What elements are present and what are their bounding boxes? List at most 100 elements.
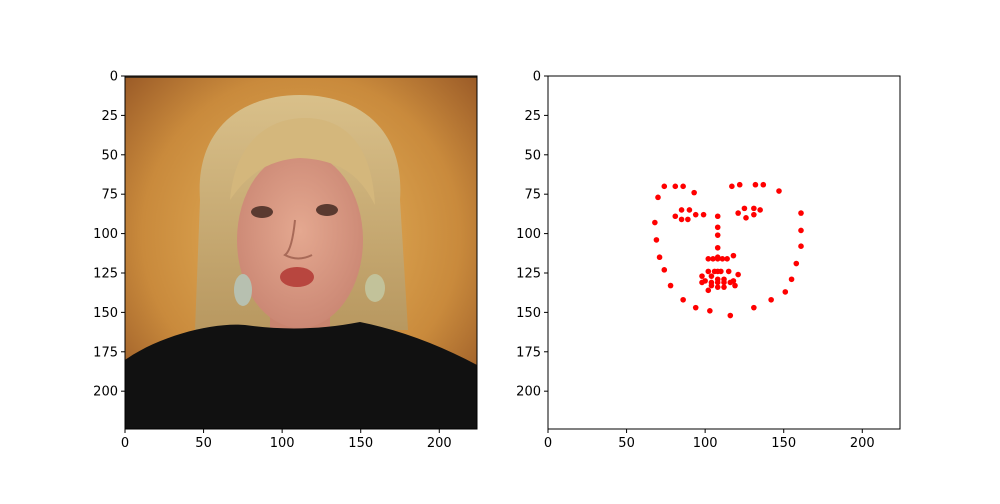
portrait-image — [125, 76, 477, 429]
landmark-point — [700, 211, 707, 218]
landmark-point — [782, 289, 789, 295]
landmark-point — [661, 267, 668, 273]
landmark-point — [730, 278, 737, 284]
landmark-point — [678, 207, 685, 213]
landmark-point — [719, 256, 726, 262]
landmark-point — [721, 284, 727, 290]
right-x-tick-label: 150 — [771, 436, 796, 451]
landmark-point — [707, 308, 713, 314]
landmark-point — [732, 282, 738, 289]
left-y-tick-label: 25 — [101, 109, 118, 124]
left-y-tick-label: 75 — [101, 188, 118, 203]
landmark-panel: 0 50 100 150 200 0 25 50 75 100 125 150 175 200 — [516, 70, 901, 451]
landmark-point — [768, 296, 774, 303]
landmark-point — [730, 252, 737, 259]
left-x-tick-label: 50 — [195, 436, 212, 451]
landmark-point — [672, 183, 679, 190]
landmark-point — [680, 296, 686, 303]
landmark-point — [798, 243, 804, 249]
landmark-point — [691, 189, 697, 196]
landmark-point — [686, 207, 693, 213]
right-y-tick-label: 125 — [516, 266, 541, 281]
left-y-tick-label: 175 — [93, 345, 118, 360]
left-x-tick-label: 100 — [270, 436, 295, 451]
left-x-tick-label: 200 — [427, 436, 452, 451]
landmark-point — [652, 219, 658, 226]
right-y-tick-label: 75 — [524, 188, 541, 203]
landmark-point — [752, 181, 759, 188]
landmark-point — [714, 244, 721, 251]
landmark-point — [714, 279, 721, 286]
right-y-tick-label: 100 — [516, 227, 541, 242]
landmark-point — [751, 211, 757, 218]
landmark-points — [652, 181, 804, 319]
left-axes-frame — [124, 75, 478, 430]
left-y-axis: 0 25 50 75 100 125 150 175 200 — [93, 70, 125, 400]
landmark-point — [718, 268, 724, 275]
left-y-tick-label: 0 — [110, 70, 118, 85]
left-x-tick-label: 0 — [121, 436, 129, 451]
landmark-point — [735, 271, 741, 278]
landmark-point — [656, 254, 663, 261]
landmark-point — [798, 227, 804, 234]
landmark-point — [661, 183, 668, 190]
landmark-point — [741, 205, 748, 212]
right-y-tick-label: 0 — [533, 70, 541, 85]
landmark-point — [653, 237, 660, 243]
landmark-point — [710, 256, 716, 262]
landmark-point — [708, 279, 715, 286]
right-y-tick-label: 175 — [516, 345, 541, 360]
left-y-tick-label: 200 — [93, 385, 118, 400]
landmark-point — [655, 194, 661, 201]
left-y-tick-label: 150 — [93, 306, 118, 321]
right-x-tick-label: 0 — [544, 436, 552, 451]
landmark-point — [714, 224, 721, 231]
right-y-tick-label: 150 — [516, 306, 541, 321]
landmark-point — [708, 273, 715, 279]
image-panel: 0 50 100 150 200 0 25 50 75 100 125 150 175 200 — [93, 70, 478, 451]
landmark-point — [692, 211, 699, 218]
left-y-tick-label: 125 — [93, 266, 118, 281]
landmark-point — [699, 279, 705, 286]
left-x-axis: 0 50 100 150 200 — [121, 429, 452, 451]
landmark-point — [751, 304, 757, 311]
landmark-point — [678, 216, 685, 223]
landmark-point — [680, 183, 686, 190]
landmark-point — [735, 210, 741, 216]
landmark-point — [699, 273, 705, 279]
right-axes-background — [548, 76, 900, 429]
landmark-point — [776, 188, 782, 194]
landmark-point — [788, 276, 795, 283]
landmark-point — [757, 207, 763, 213]
landmark-point — [721, 279, 727, 286]
landmark-point — [724, 256, 730, 262]
right-x-axis: 0 50 100 150 200 — [544, 429, 875, 451]
right-y-tick-label: 25 — [524, 109, 541, 124]
landmark-point — [672, 213, 679, 220]
left-x-tick-label: 150 — [348, 436, 373, 451]
landmark-point — [714, 256, 721, 262]
landmark-point — [743, 215, 749, 221]
landmark-point — [760, 181, 767, 188]
left-y-tick-label: 50 — [101, 148, 118, 163]
landmark-point — [685, 216, 691, 223]
right-x-tick-label: 50 — [618, 436, 635, 451]
landmark-point — [751, 205, 757, 212]
right-y-axis: 0 25 50 75 100 125 150 175 200 — [516, 70, 548, 400]
right-axes-frame — [547, 75, 901, 430]
landmark-point — [705, 268, 712, 275]
landmark-point — [725, 268, 732, 275]
right-x-tick-label: 200 — [850, 436, 875, 451]
landmark-point — [793, 260, 800, 267]
right-x-tick-label: 100 — [693, 436, 718, 451]
landmark-point — [727, 312, 734, 319]
landmark-point — [798, 210, 804, 216]
landmark-point — [714, 232, 721, 238]
landmark-point — [705, 256, 712, 262]
right-y-tick-label: 200 — [516, 385, 541, 400]
landmark-point — [667, 282, 674, 289]
landmark-point — [714, 284, 721, 290]
left-y-tick-label: 100 — [93, 227, 118, 242]
landmark-point — [736, 181, 743, 188]
